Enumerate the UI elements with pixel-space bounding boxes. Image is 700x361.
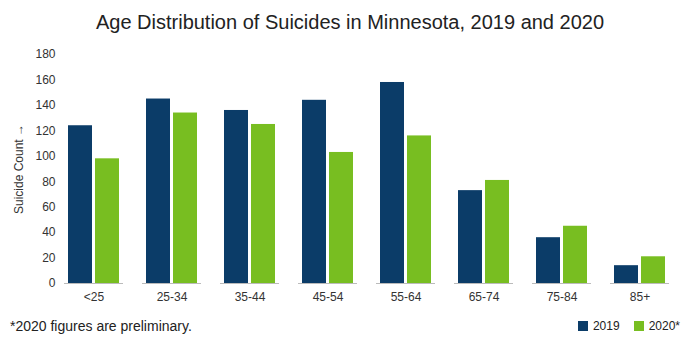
html-text:Age Distribution of Suicides i: Age Distribution of Suicides in Minnesot… bbox=[95, 11, 604, 33]
svg-text:80: 80 bbox=[42, 175, 56, 189]
svg-text:120: 120 bbox=[35, 124, 55, 138]
svg-text:25-34: 25-34 bbox=[157, 290, 188, 304]
svg-text:20: 20 bbox=[42, 251, 56, 265]
svg-text:45-54: 45-54 bbox=[313, 290, 344, 304]
svg-text:35-44: 35-44 bbox=[235, 290, 266, 304]
svg-text:0: 0 bbox=[49, 276, 56, 290]
html-text:*2020 figures are preliminary.: *2020 figures are preliminary. bbox=[10, 318, 192, 334]
html-text:2019: 2019 bbox=[592, 319, 620, 333]
svg-text:<25: <25 bbox=[84, 290, 105, 304]
svg-text:40: 40 bbox=[42, 225, 56, 239]
svg-text:140: 140 bbox=[35, 98, 55, 112]
svg-text:Suicide Count →: Suicide Count → bbox=[12, 124, 26, 214]
html-text:2020*: 2020* bbox=[648, 319, 680, 333]
svg-text:100: 100 bbox=[35, 149, 55, 163]
svg-text:55-64: 55-64 bbox=[391, 290, 422, 304]
svg-text:160: 160 bbox=[35, 73, 55, 87]
svg-text:75-84: 75-84 bbox=[547, 290, 578, 304]
svg-text:60: 60 bbox=[42, 200, 56, 214]
svg-text:65-74: 65-74 bbox=[469, 290, 500, 304]
svg-text:180: 180 bbox=[35, 47, 55, 61]
svg-text:85+: 85+ bbox=[630, 290, 650, 304]
